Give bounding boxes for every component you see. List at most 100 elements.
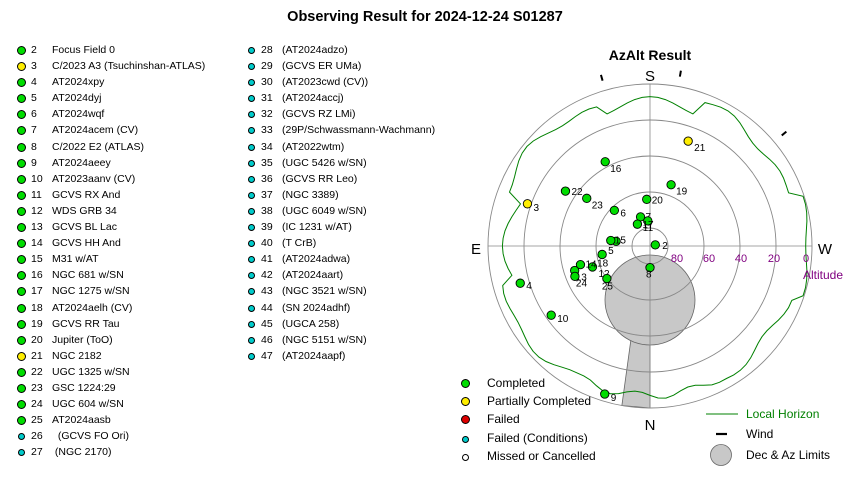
point-21 <box>683 136 693 146</box>
target-number: 47 <box>261 349 273 362</box>
status-dot-icon <box>17 271 26 281</box>
status-dot-icon <box>17 319 26 329</box>
target-name: AT2024wqf <box>52 108 105 121</box>
target-name: GCVS BL Lac <box>52 221 117 234</box>
point-label-11: 11 <box>643 223 654 234</box>
limits-legend-icon <box>710 444 732 466</box>
chart-title: AzAlt Result <box>609 47 692 63</box>
status-dot-icon <box>17 303 26 313</box>
status-dot-icon <box>17 255 26 265</box>
point-label-23: 23 <box>592 200 604 211</box>
target-name: (29P/Schwassmann-Wachmann) <box>282 124 436 137</box>
target-number: 41 <box>261 253 273 266</box>
direction-west: W <box>818 241 833 258</box>
status-dot-icon <box>17 416 26 426</box>
point-label-24: 24 <box>576 278 588 289</box>
status-dot-icon <box>17 400 26 410</box>
status-dot-icon <box>248 224 255 232</box>
point-9 <box>600 389 610 399</box>
status-dot-icon <box>248 207 255 215</box>
status-dot-icon <box>248 175 255 183</box>
target-name: (GCVS RZ LMi) <box>282 108 356 121</box>
target-name: (SN 2024adhf) <box>282 301 351 314</box>
target-number: 21 <box>31 349 43 362</box>
target-name: AT2023aanv (CV) <box>52 172 136 185</box>
azalt-chart: AzAlt Result 234567891011121314151617181… <box>471 47 843 466</box>
target-number: 7 <box>31 124 37 137</box>
point-3 <box>522 199 533 209</box>
status-dot-icon <box>248 111 255 119</box>
target-number: 31 <box>261 92 273 105</box>
status-dot-icon <box>17 190 26 200</box>
limits-legend-label: Dec & Az Limits <box>746 448 830 462</box>
point-label-25: 25 <box>602 281 614 292</box>
target-number: 32 <box>261 108 273 121</box>
status-dot-icon <box>248 95 255 103</box>
target-number: 44 <box>261 301 273 314</box>
point-25 <box>602 273 612 284</box>
point-8 <box>645 262 655 273</box>
status-dot-icon <box>248 47 255 54</box>
target-name: (GCVS FO Ori) <box>52 430 129 443</box>
direction-south: S <box>645 68 655 85</box>
target-name: AT2024xpy <box>52 76 105 89</box>
altitude-axis-label: Altitude <box>803 268 843 282</box>
status-dot-icon <box>248 288 255 296</box>
horizon-legend-label: Local Horizon <box>746 407 819 421</box>
status-dot-icon <box>17 46 26 55</box>
target-number: 5 <box>31 92 37 105</box>
point-label-5: 5 <box>608 246 614 257</box>
point-18 <box>597 249 607 260</box>
status-dot-icon <box>248 191 255 199</box>
target-name: (AT2024adwa) <box>282 253 351 266</box>
legend-dot-icon <box>461 379 470 388</box>
target-number: 25 <box>31 414 43 427</box>
point-label-22: 22 <box>571 187 583 198</box>
target-name: (UGC 6049 w/SN) <box>282 204 367 217</box>
target-number: 2 <box>31 44 37 56</box>
alt-tick-80: 80 <box>671 253 683 265</box>
altitude-grid <box>487 83 813 409</box>
status-dot-icon <box>248 143 255 151</box>
point-16 <box>600 157 610 167</box>
target-number: 26 <box>31 430 43 443</box>
target-number: 19 <box>31 317 43 330</box>
point-label-8: 8 <box>646 270 652 281</box>
point-24 <box>570 271 580 281</box>
point-23 <box>582 193 592 203</box>
status-dot-icon <box>248 159 255 167</box>
target-number: 4 <box>31 76 37 89</box>
target-name: UGC 604 w/SN <box>52 398 124 411</box>
point-12 <box>587 262 598 272</box>
target-name: (AT2023cwd (CV)) <box>282 76 369 89</box>
target-number: 24 <box>31 398 43 411</box>
status-dot-icon <box>17 223 26 233</box>
target-points: 2345678910111213141516171819202122232425 <box>515 136 706 404</box>
target-number: 36 <box>261 172 273 185</box>
target-number: 20 <box>31 333 43 346</box>
target-number: 16 <box>31 269 43 282</box>
legend-dot-icon <box>461 397 470 407</box>
point-label-20: 20 <box>652 195 664 206</box>
target-number: 6 <box>31 108 37 121</box>
target-name: (AT2022wtm) <box>282 140 345 153</box>
status-dot-icon <box>17 287 26 297</box>
target-name: C/2023 A3 (Tsuchinshan-ATLAS) <box>52 60 206 73</box>
point-10 <box>546 310 556 320</box>
status-dot-icon <box>248 304 255 312</box>
target-number: 27 <box>31 446 43 459</box>
target-name: (NGC 2170) <box>52 446 112 459</box>
target-name: (GCVS ER UMa) <box>282 60 362 73</box>
page-title: Observing Result for 2024-12-24 S01287 <box>287 9 563 25</box>
wind-marker <box>781 130 787 137</box>
target-name: AT2024acem (CV) <box>52 124 139 137</box>
point-label-14: 14 <box>585 260 597 271</box>
point-label-21: 21 <box>694 143 706 154</box>
target-name: (AT2024accj) <box>282 92 344 105</box>
target-number: 10 <box>31 172 43 185</box>
target-number: 9 <box>31 156 37 169</box>
target-name: M31 w/AT <box>52 253 99 266</box>
status-dot-icon <box>248 256 255 264</box>
target-name: (NGC 5151 w/SN) <box>282 333 367 346</box>
legend-dot-icon <box>462 453 469 461</box>
